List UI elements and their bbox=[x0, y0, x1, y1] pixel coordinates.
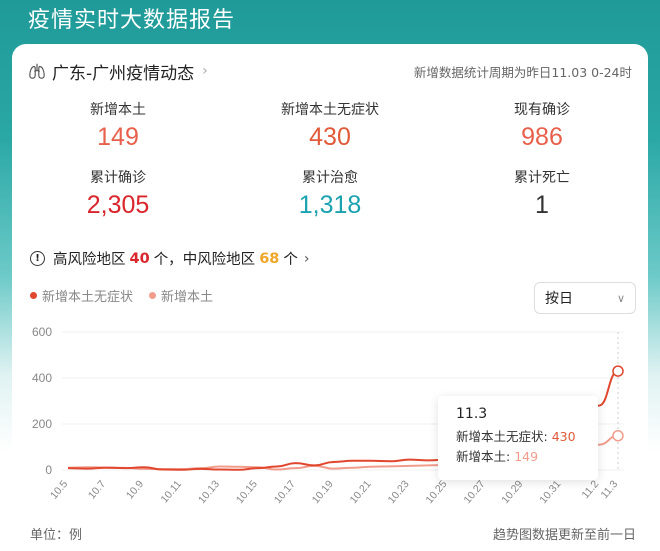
page-title: 疫情实时大数据报告 bbox=[28, 8, 236, 33]
select-value: 按日 bbox=[545, 291, 573, 307]
svg-text:11.3: 11.3 bbox=[598, 478, 620, 501]
tooltip-value: 430 bbox=[551, 429, 576, 444]
chevron-right-icon: › bbox=[303, 250, 310, 267]
stat-label: 累计确诊 bbox=[90, 170, 146, 186]
svg-text:10.23: 10.23 bbox=[386, 478, 412, 506]
stat-new-asymptomatic: 新增本土无症状 430 bbox=[224, 100, 436, 154]
svg-text:10.19: 10.19 bbox=[310, 478, 336, 506]
tooltip-label: 新增本土无症状: bbox=[456, 429, 552, 444]
chart-tooltip: 11.3 新增本土无症状: 430 新增本土: 149 bbox=[438, 396, 598, 480]
trend-chart[interactable]: 0 200 400 600 10.5 10.7 10.9 10.11 10.13 10.15 10.… bbox=[12, 320, 648, 520]
stat-value: 1,318 bbox=[298, 191, 362, 219]
tooltip-label: 新增本土: bbox=[456, 449, 515, 464]
tooltip-date: 11.3 bbox=[456, 406, 488, 422]
unit-label: 个， bbox=[153, 252, 183, 268]
stat-total-cured: 累计治愈 1,318 bbox=[224, 168, 436, 222]
svg-text:10.29: 10.29 bbox=[499, 478, 525, 506]
legend-label: 新增本土无症状 bbox=[42, 290, 134, 305]
warning-icon: ! bbox=[30, 251, 45, 266]
svg-text:10.7: 10.7 bbox=[86, 478, 108, 501]
stat-value: 986 bbox=[521, 123, 563, 151]
period-note: 新增数据统计周期为昨日11.03 0-24时 bbox=[413, 64, 632, 80]
risk-areas-link[interactable]: ! 高风险地区 40 个， 中风险地区 68 个 › bbox=[30, 248, 309, 269]
card-header: 广东-广州疫情动态 › 新增数据统计周期为昨日11.03 0-24时 bbox=[28, 58, 632, 84]
stat-value: 1 bbox=[535, 191, 549, 219]
stat-label: 累计治愈 bbox=[302, 170, 358, 186]
stat-current-confirmed: 现有确诊 986 bbox=[436, 100, 648, 154]
unit-note: 单位：例 bbox=[30, 528, 83, 543]
lungs-icon bbox=[29, 63, 45, 79]
svg-text:10.13: 10.13 bbox=[196, 478, 222, 506]
stat-label: 新增本土无症状 bbox=[281, 102, 379, 118]
stat-label: 现有确诊 bbox=[514, 102, 570, 118]
svg-text:10.11: 10.11 bbox=[159, 478, 185, 505]
svg-text:10.5: 10.5 bbox=[48, 478, 70, 501]
legend-label: 新增本土 bbox=[161, 290, 214, 305]
update-note: 趋势图数据更新至前一日 bbox=[492, 528, 636, 543]
legend-item-asymptomatic[interactable]: 新增本土无症状 bbox=[30, 286, 133, 305]
high-risk-label: 高风险地区 bbox=[53, 252, 126, 268]
stat-total-deaths: 累计死亡 1 bbox=[436, 168, 648, 222]
legend-item-local[interactable]: 新增本土 bbox=[149, 286, 213, 305]
stats-grid: 新增本土 149 新增本土无症状 430 现有确诊 986 累计确诊 2,305… bbox=[12, 100, 648, 222]
svg-text:10.25: 10.25 bbox=[424, 478, 450, 506]
region-title: 广东-广州疫情动态 bbox=[52, 63, 195, 84]
svg-text:10.9: 10.9 bbox=[124, 478, 146, 501]
stat-new-local: 新增本土 149 bbox=[12, 100, 224, 154]
tooltip-row-local: 新增本土: 149 bbox=[456, 447, 580, 467]
unit-label: 个 bbox=[283, 252, 298, 268]
mid-risk-count: 68 bbox=[259, 250, 280, 267]
svg-text:600: 600 bbox=[32, 325, 52, 339]
stat-value: 430 bbox=[309, 123, 351, 151]
mid-risk-label: 中风险地区 bbox=[182, 252, 256, 268]
tooltip-row-asymptomatic: 新增本土无症状: 430 bbox=[456, 427, 580, 447]
granularity-select[interactable]: 按日 ∨ bbox=[534, 282, 636, 314]
stat-label: 累计死亡 bbox=[514, 170, 570, 186]
chart-legend: 新增本土无症状 新增本土 bbox=[30, 286, 213, 305]
svg-text:10.17: 10.17 bbox=[272, 478, 298, 506]
svg-text:200: 200 bbox=[32, 417, 52, 431]
chevron-right-icon: › bbox=[202, 63, 208, 79]
svg-text:10.31: 10.31 bbox=[537, 478, 563, 506]
legend-dot-icon bbox=[149, 292, 157, 299]
tooltip-value: 149 bbox=[514, 449, 539, 464]
high-risk-count: 40 bbox=[129, 250, 150, 267]
svg-text:11.2: 11.2 bbox=[579, 478, 601, 501]
epidemic-card: 广东-广州疫情动态 › 新增数据统计周期为昨日11.03 0-24时 新增本土 … bbox=[12, 44, 648, 551]
svg-text:10.27: 10.27 bbox=[461, 478, 487, 506]
stat-value: 2,305 bbox=[86, 191, 150, 219]
svg-text:10.15: 10.15 bbox=[234, 478, 260, 506]
stat-label: 新增本土 bbox=[90, 102, 146, 118]
svg-text:10.21: 10.21 bbox=[348, 478, 374, 506]
chevron-down-icon: ∨ bbox=[616, 291, 625, 305]
svg-text:400: 400 bbox=[32, 371, 52, 385]
stat-total-confirmed: 累计确诊 2,305 bbox=[12, 168, 224, 222]
legend-dot-icon bbox=[30, 292, 37, 299]
svg-text:0: 0 bbox=[45, 463, 52, 477]
stat-value: 149 bbox=[97, 123, 139, 151]
region-link[interactable]: 广东-广州疫情动态 › bbox=[28, 59, 208, 84]
